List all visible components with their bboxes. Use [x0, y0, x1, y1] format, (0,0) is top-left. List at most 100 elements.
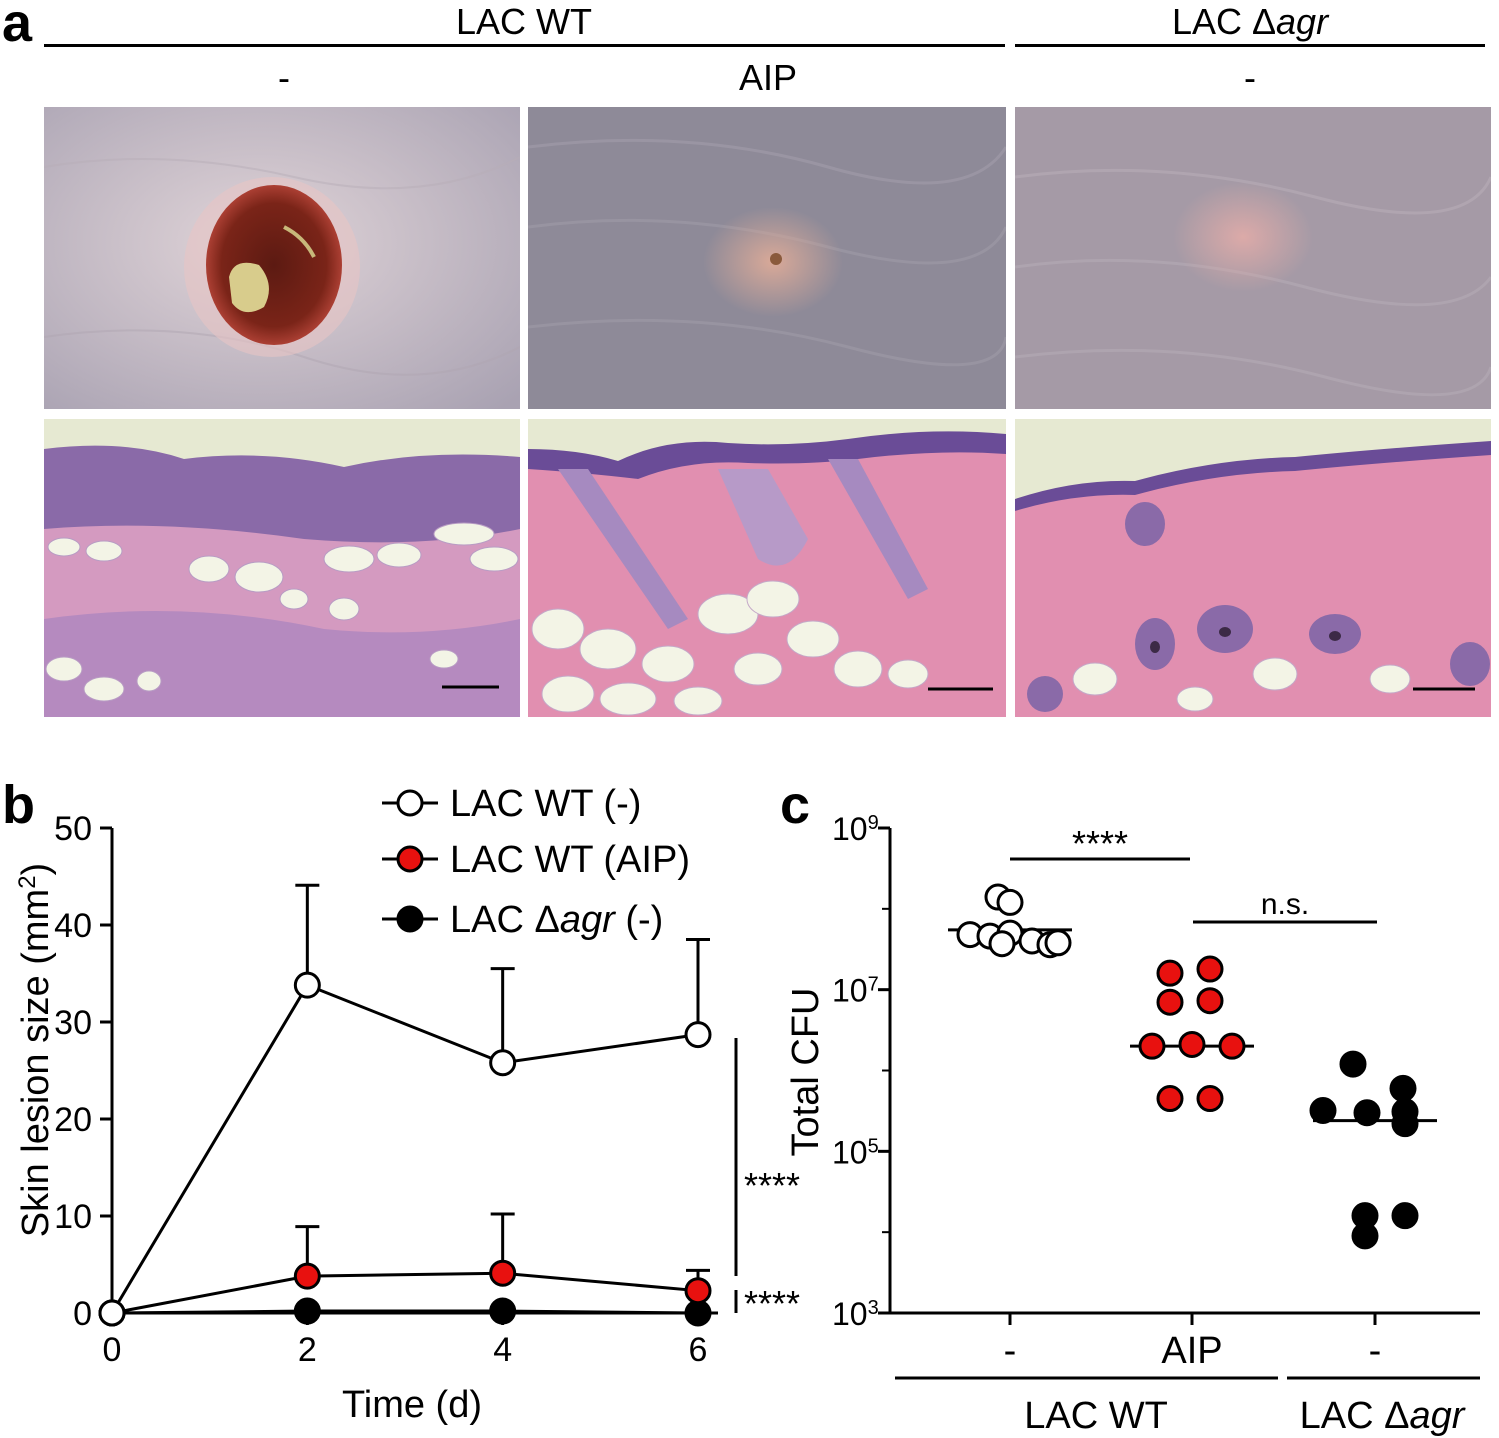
data-point [1353, 1099, 1381, 1127]
panel-c-letter: c [780, 775, 811, 835]
data-point [1389, 1074, 1417, 1102]
data-point [489, 1259, 517, 1287]
data-point [1156, 1085, 1184, 1113]
legend-marker-wt [396, 789, 424, 817]
data-point [489, 1049, 517, 1077]
data-point [1178, 1030, 1206, 1058]
data-point [1351, 1222, 1379, 1250]
legend-label-agr: LAC Δagr (-) [450, 899, 663, 941]
y-tick-label: 109 [832, 811, 879, 847]
data-point [489, 1297, 517, 1325]
data-point [1391, 1110, 1419, 1138]
data-point [988, 930, 1016, 958]
data-point [1391, 1202, 1419, 1230]
data-point [293, 971, 321, 999]
x-group-label-lac-agr-italic: agr [1409, 1395, 1465, 1437]
chart-c-x-ticks [1008, 1313, 1377, 1325]
sig-label-aip-vs-agr: **** [744, 1283, 800, 1324]
data-point [1196, 1085, 1224, 1113]
x-tick-label: 6 [689, 1331, 708, 1369]
legend-label-wt: LAC WT (-) [450, 783, 641, 825]
series-line [110, 983, 699, 1314]
data-point [293, 1262, 321, 1290]
chart-b-ylabel: Skin lesion size (mm2) [14, 863, 58, 1237]
chart-b-series [98, 883, 712, 1327]
chart-b-x-ticks: 0 2 4 6 [103, 1313, 708, 1369]
treatment-label-1: - [278, 57, 290, 98]
y-tick-label: 0 [73, 1295, 92, 1333]
data-point [1138, 1032, 1166, 1060]
data-point [1156, 959, 1184, 987]
legend-marker-aip [396, 845, 424, 873]
y-tick-label: 40 [54, 907, 92, 945]
chart-b-ylabel-before: Skin lesion size (mm [15, 889, 57, 1237]
panel-a-letter: a [2, 0, 33, 53]
group-header-lac-agr-strain: LAC Δ [1171, 1, 1277, 42]
skin-photo-lac-wt-untreated [44, 107, 520, 409]
panel-b-letter: b [2, 775, 35, 835]
data-point [684, 1021, 712, 1049]
group-rule-lac-agr [1015, 44, 1485, 47]
y-tick-label: 50 [54, 810, 92, 848]
data-point [1339, 1050, 1367, 1078]
chart-c-y-ticks: 109 107 105 103 [832, 811, 890, 1332]
chart-c-ylabel: Total CFU [785, 988, 827, 1157]
data-point [684, 1299, 712, 1327]
data-point [684, 1277, 712, 1305]
x-treatment-2: AIP [1161, 1330, 1222, 1372]
chart-b-y-ticks: 0 10 20 30 40 50 [54, 810, 112, 1333]
group-header-lac-wt-text: LAC WT [455, 1, 592, 42]
y-tick-label: 30 [54, 1004, 92, 1042]
chart-b-ylabel-after: ) [15, 863, 57, 876]
comparison-label-wt-vs-aip: **** [1072, 823, 1128, 864]
legend-marker-agr [396, 905, 424, 933]
data-point [996, 888, 1024, 916]
x-group-label-lac-wt: LAC WT [1024, 1395, 1168, 1437]
series-line [111, 1271, 699, 1315]
group-header-lac-agr-italic: agr [1276, 1, 1329, 42]
sig-label-wt-vs-aip: **** [744, 1165, 800, 1206]
cfu-scatter-chart: Total CFU 109 107 105 103 **** n.s. - AIP -… [785, 811, 1480, 1437]
treatment-label-3: - [1244, 57, 1256, 98]
y-tick-label: 10 [54, 1198, 92, 1236]
skin-photo-lac-agr-untreated [1015, 107, 1491, 409]
skin-photo-lac-wt-aip [528, 107, 1006, 409]
chart-c-points [948, 883, 1437, 1250]
treatment-label-2: AIP [738, 57, 798, 98]
data-point [1156, 988, 1184, 1016]
y-tick-label: 103 [832, 1296, 879, 1332]
y-tick-label: 105 [832, 1134, 879, 1170]
group-header-lac-agr: LAC Δagr [1015, 4, 1485, 40]
data-point [1044, 929, 1072, 957]
histology-lac-wt-aip [528, 419, 1006, 717]
group-header-lac-wt: LAC WT [44, 4, 1004, 40]
x-tick-label: 2 [298, 1331, 317, 1369]
x-tick-label: 0 [103, 1331, 122, 1369]
legend-label-agr-italic: agr [560, 899, 616, 941]
legend-label-aip: LAC WT (AIP) [450, 839, 690, 881]
x-treatment-1: - [1004, 1330, 1017, 1372]
chart-b-xlabel: Time (d) [342, 1384, 482, 1426]
chart-b-legend: LAC WT (-) LAC WT (AIP) LAC Δagr (-) [382, 783, 690, 941]
y-tick-label: 20 [54, 1101, 92, 1139]
data-point [293, 1297, 321, 1325]
x-tick-label: 4 [493, 1331, 512, 1369]
legend-label-agr-strain: LAC Δ [450, 899, 560, 941]
comparison-label-aip-vs-agr: n.s. [1261, 888, 1309, 921]
x-group-label-lac-agr-strain: LAC Δ [1300, 1395, 1410, 1437]
legend-label-agr-suffix: (-) [615, 899, 664, 941]
chart-b-ylabel-sup: 2 [14, 875, 41, 888]
x-group-label-lac-agr: LAC Δagr [1300, 1395, 1466, 1437]
data-point [1196, 955, 1224, 983]
series-line [111, 1309, 699, 1315]
lesion-size-chart: Skin lesion size (mm2) Time (d) 01020304… [14, 783, 801, 1426]
group-rule-lac-wt [44, 44, 1005, 47]
y-tick-label: 107 [832, 973, 879, 1009]
histology-lac-agr-untreated [1015, 419, 1491, 717]
histology-lac-wt-untreated [44, 419, 520, 717]
x-treatment-3: - [1369, 1330, 1382, 1372]
data-point [1218, 1032, 1246, 1060]
data-point [1196, 987, 1224, 1015]
data-point [1309, 1097, 1337, 1125]
data-point [98, 1299, 126, 1327]
